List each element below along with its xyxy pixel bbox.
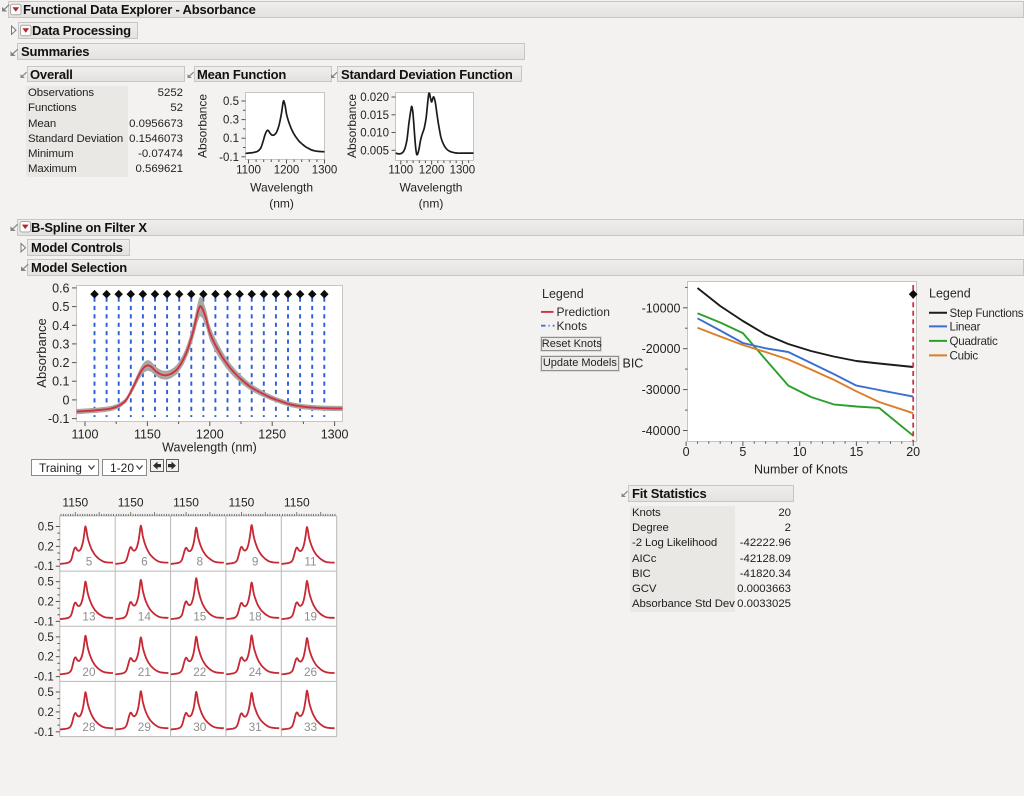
svg-text:5: 5: [739, 445, 746, 459]
svg-text:13: 13: [82, 610, 96, 624]
svg-text:-0.1: -0.1: [219, 152, 239, 164]
svg-text:Cubic: Cubic: [950, 350, 979, 363]
svg-text:20: 20: [82, 665, 96, 679]
svg-text:0.010: 0.010: [360, 128, 389, 140]
svg-text:1150: 1150: [173, 496, 199, 510]
svg-text:Absorbance: Absorbance: [34, 318, 49, 387]
svg-text:-40000: -40000: [642, 424, 681, 438]
svg-text:14: 14: [138, 610, 152, 624]
svg-text:26: 26: [304, 665, 318, 679]
svg-text:0.6: 0.6: [52, 281, 69, 295]
svg-text:0.3: 0.3: [52, 337, 69, 351]
svg-text:15: 15: [193, 610, 207, 624]
svg-text:24: 24: [249, 665, 263, 679]
svg-text:1250: 1250: [258, 428, 286, 442]
svg-text:Legend: Legend: [929, 287, 971, 301]
svg-text:-0.1: -0.1: [34, 672, 54, 684]
svg-text:0.2: 0.2: [38, 707, 54, 719]
svg-text:-0.1: -0.1: [48, 412, 70, 426]
svg-text:Wavelength: Wavelength: [250, 181, 313, 195]
svg-text:15: 15: [849, 445, 863, 459]
svg-text:-20000: -20000: [642, 342, 681, 356]
svg-text:Wavelength: Wavelength: [400, 181, 463, 195]
svg-text:1150: 1150: [284, 496, 310, 510]
svg-text:1150: 1150: [229, 496, 255, 510]
svg-text:1200: 1200: [196, 428, 224, 442]
svg-text:0.5: 0.5: [38, 632, 54, 644]
svg-text:1150: 1150: [134, 428, 161, 442]
svg-text:1150: 1150: [62, 496, 88, 510]
svg-text:Prediction: Prediction: [557, 305, 610, 319]
svg-text:-0.1: -0.1: [34, 616, 54, 628]
svg-text:BIC: BIC: [623, 357, 644, 371]
svg-text:11: 11: [304, 554, 316, 568]
svg-text:Absorbance: Absorbance: [345, 94, 359, 158]
svg-text:Knots: Knots: [557, 319, 588, 333]
svg-text:(nm): (nm): [269, 197, 294, 211]
svg-text:0: 0: [683, 445, 690, 459]
svg-text:0.015: 0.015: [360, 110, 389, 122]
svg-text:5: 5: [86, 554, 93, 568]
svg-text:1100: 1100: [72, 428, 99, 442]
svg-text:0: 0: [63, 393, 70, 407]
svg-text:0.2: 0.2: [52, 356, 69, 370]
svg-text:Quadratic: Quadratic: [950, 335, 998, 348]
svg-text:1150: 1150: [118, 496, 144, 510]
svg-text:8: 8: [196, 554, 203, 568]
svg-text:0.4: 0.4: [52, 319, 69, 333]
svg-text:20: 20: [906, 445, 920, 459]
svg-text:21: 21: [138, 665, 151, 679]
svg-text:10: 10: [793, 445, 807, 459]
svg-text:30: 30: [193, 720, 207, 734]
svg-text:0.2: 0.2: [38, 652, 54, 664]
svg-text:0.3: 0.3: [223, 115, 239, 127]
svg-text:1100: 1100: [236, 165, 261, 177]
svg-text:1300: 1300: [321, 428, 349, 442]
svg-text:Step Functions: Step Functions: [950, 307, 1024, 320]
svg-text:31: 31: [249, 720, 262, 734]
svg-text:1200: 1200: [419, 165, 445, 177]
svg-text:19: 19: [304, 610, 317, 624]
svg-text:Absorbance: Absorbance: [196, 94, 210, 158]
svg-text:0.1: 0.1: [223, 133, 239, 145]
svg-text:29: 29: [138, 720, 151, 734]
svg-text:0.5: 0.5: [52, 300, 69, 314]
svg-text:-30000: -30000: [642, 383, 681, 397]
svg-text:0.5: 0.5: [38, 577, 54, 589]
svg-text:1300: 1300: [312, 165, 338, 177]
svg-text:33: 33: [304, 720, 318, 734]
svg-text:6: 6: [141, 554, 148, 568]
svg-text:0.5: 0.5: [223, 96, 239, 108]
svg-text:1300: 1300: [450, 165, 476, 177]
svg-text:(nm): (nm): [419, 197, 444, 211]
svg-text:Linear: Linear: [950, 321, 981, 334]
svg-text:Wavelength (nm): Wavelength (nm): [162, 441, 257, 455]
svg-text:0.2: 0.2: [38, 597, 54, 609]
svg-text:Number of Knots: Number of Knots: [754, 463, 848, 477]
svg-text:1200: 1200: [274, 165, 300, 177]
svg-text:0.1: 0.1: [52, 375, 69, 389]
svg-text:18: 18: [249, 610, 263, 624]
svg-text:9: 9: [252, 554, 259, 568]
svg-text:-0.1: -0.1: [34, 561, 54, 573]
svg-text:1100: 1100: [388, 165, 413, 177]
svg-text:Legend: Legend: [542, 287, 584, 301]
svg-text:0.5: 0.5: [38, 687, 54, 699]
svg-text:0.005: 0.005: [360, 145, 389, 157]
svg-text:0.020: 0.020: [360, 92, 389, 104]
svg-text:-0.1: -0.1: [34, 727, 54, 739]
svg-text:28: 28: [82, 720, 96, 734]
svg-text:22: 22: [193, 665, 206, 679]
svg-text:0.2: 0.2: [38, 541, 54, 553]
svg-text:-10000: -10000: [642, 301, 681, 315]
svg-text:0.5: 0.5: [38, 522, 54, 534]
